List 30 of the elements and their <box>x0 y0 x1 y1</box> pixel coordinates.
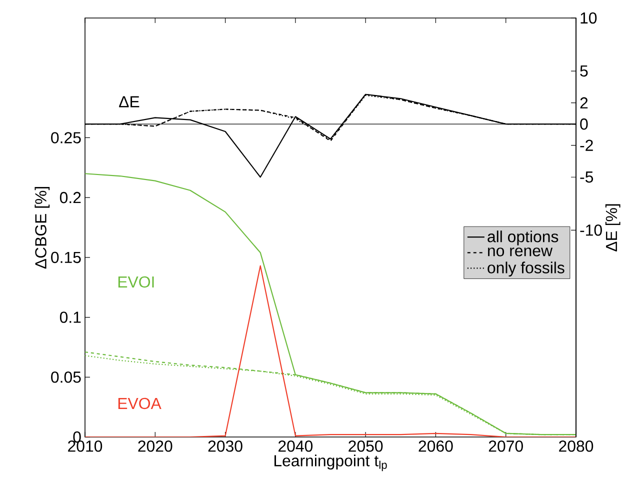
annotation: ΔE <box>119 96 140 108</box>
x-tick-label: 2050 <box>348 440 383 452</box>
y-axis-title: ΔCBGE [%] <box>34 187 50 269</box>
y-tick-label: 0.1 <box>60 312 81 323</box>
legend-label: only fossils <box>488 262 564 277</box>
y-tick-label: 0 <box>73 431 81 443</box>
y-tick-label: 0.05 <box>51 372 81 383</box>
x-tick-label: 2010 <box>68 440 102 452</box>
y2-tick-label: -5 <box>580 172 594 183</box>
x-tick-label: 2030 <box>208 440 242 452</box>
x-tick-label: 2060 <box>418 440 453 452</box>
legend-label: all options <box>488 230 558 246</box>
annotation: EVOA <box>118 398 162 410</box>
x-tick-label: 2070 <box>488 440 523 452</box>
y-tick-label: 0.2 <box>60 192 81 204</box>
x-axis-title: Learningpoint t$_{lp}$ <box>274 454 387 472</box>
y2-tick-label: 0 <box>580 118 588 130</box>
legend-label: no renew <box>488 248 553 256</box>
y2-tick-label: -2 <box>580 140 593 151</box>
y2-tick-label: 2 <box>580 97 588 108</box>
annotation: EVOI <box>118 276 154 288</box>
y-tick-label: 0.25 <box>51 132 81 144</box>
y2-tick-label: 5 <box>580 65 588 77</box>
x-tick-label: 2020 <box>138 440 172 452</box>
x-tick-label: 2040 <box>278 440 313 452</box>
y2-tick-label: -10 <box>580 224 602 236</box>
y2-tick-label: 10 <box>580 12 597 24</box>
y2-axis-title: ΔE [%] <box>605 204 620 252</box>
x-tick-label: 2080 <box>559 440 594 452</box>
y-tick-label: 0.15 <box>51 252 81 264</box>
